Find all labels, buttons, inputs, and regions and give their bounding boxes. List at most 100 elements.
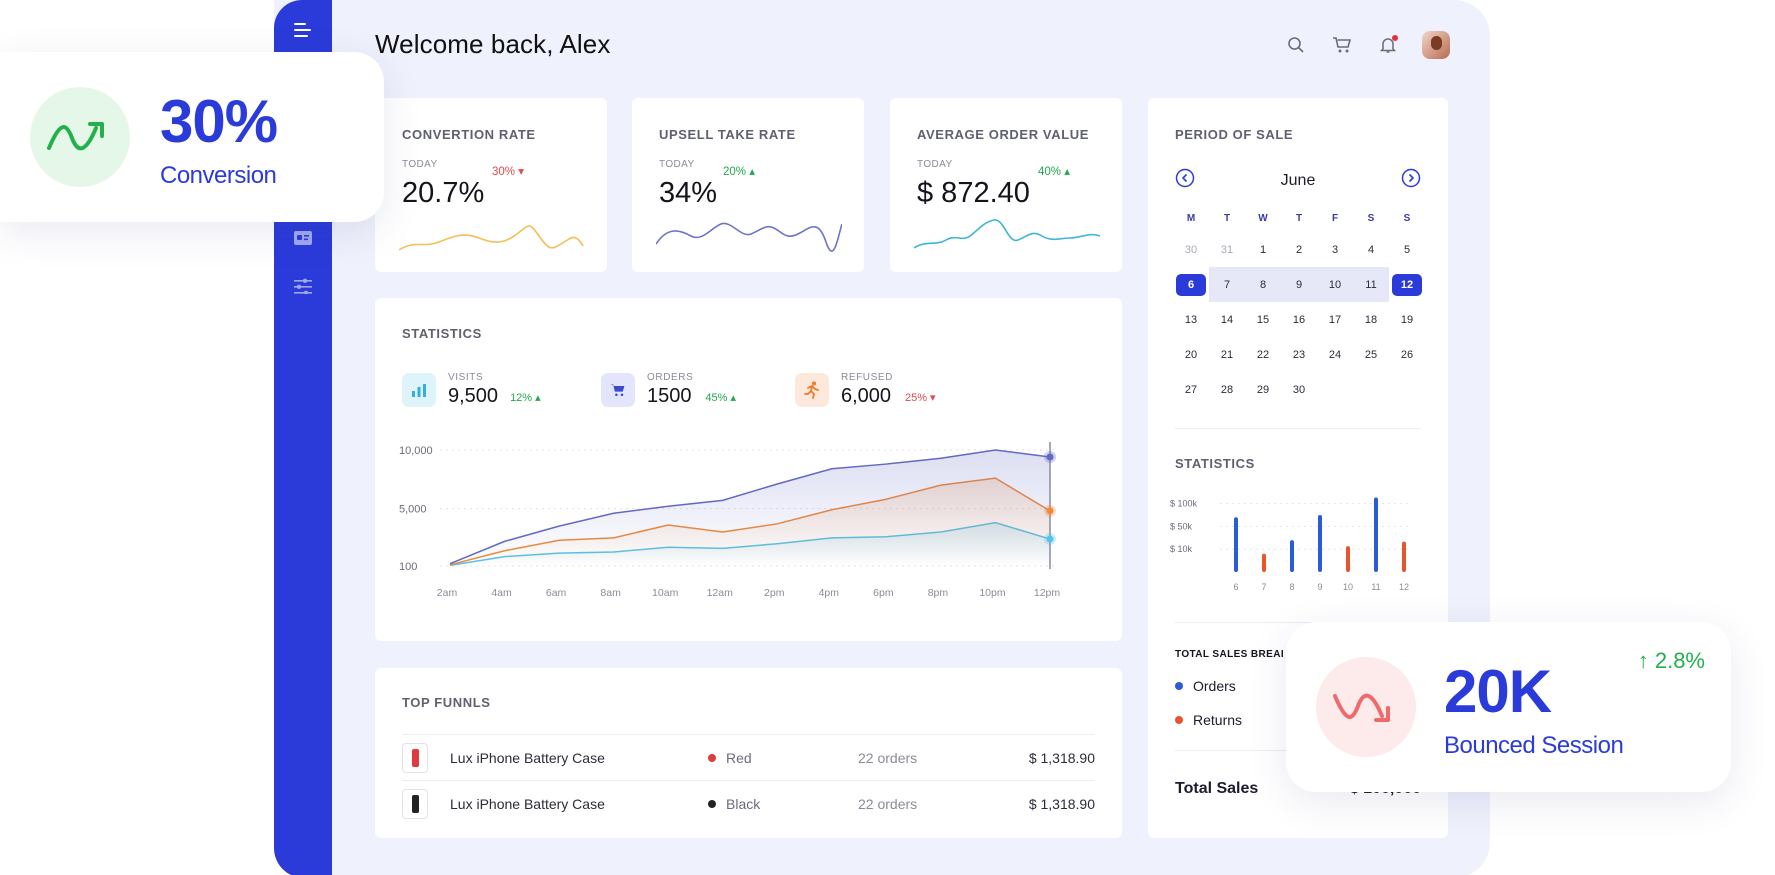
calendar-day[interactable]: 27 bbox=[1184, 383, 1198, 396]
bar bbox=[1346, 546, 1350, 572]
kpi-label: AVERAGE ORDER VALUE bbox=[917, 127, 1089, 142]
funnels-title: TOP FUNNLS bbox=[402, 695, 491, 710]
kpi-value: $ 872.40 bbox=[917, 177, 1030, 209]
sliders-icon[interactable] bbox=[291, 274, 315, 298]
kpi-sub: TODAY bbox=[659, 159, 695, 170]
conversion-label: Conversion bbox=[160, 162, 277, 189]
bounced-label: Bounced Session bbox=[1444, 732, 1624, 759]
calendar-day[interactable]: 13 bbox=[1184, 313, 1198, 326]
calendar-day[interactable]: 9 bbox=[1281, 267, 1317, 302]
product-name: Lux iPhone Battery Case bbox=[450, 795, 605, 812]
calendar-day[interactable]: 23 bbox=[1292, 348, 1306, 361]
stat-delta: 12% ▴ bbox=[510, 391, 541, 404]
calendar-day[interactable]: 10 bbox=[1317, 267, 1353, 302]
menu-icon[interactable] bbox=[291, 18, 315, 42]
x-tick-label: 4pm bbox=[819, 587, 840, 599]
calendar-day[interactable]: 28 bbox=[1220, 383, 1234, 396]
calendar-day[interactable]: 24 bbox=[1328, 348, 1342, 361]
y-tick-label: 5,000 bbox=[399, 504, 427, 516]
calendar-day[interactable]: 7 bbox=[1209, 267, 1245, 302]
calendar-day[interactable]: 19 bbox=[1400, 313, 1414, 326]
top-actions bbox=[1284, 31, 1450, 59]
calendar-day[interactable]: 5 bbox=[1403, 243, 1411, 256]
cart-icon bbox=[601, 373, 635, 407]
calendar-day[interactable]: 8 bbox=[1245, 267, 1281, 302]
calendar-day[interactable]: 20 bbox=[1184, 348, 1198, 361]
y-tick-label: $ 100k bbox=[1170, 499, 1198, 509]
weekday-label: S bbox=[1403, 212, 1411, 224]
calendar-day[interactable]: 6 bbox=[1173, 267, 1209, 302]
bar bbox=[1374, 497, 1378, 572]
weekday-label: T bbox=[1223, 212, 1231, 224]
id-card-icon[interactable] bbox=[291, 226, 315, 250]
chevron-left-icon[interactable] bbox=[1175, 168, 1195, 193]
series-area bbox=[450, 450, 1050, 566]
kpi-sub: TODAY bbox=[917, 159, 953, 170]
calendar-day[interactable]: 4 bbox=[1367, 243, 1375, 256]
calendar-day[interactable]: 14 bbox=[1220, 313, 1234, 326]
trend-up-icon bbox=[30, 87, 130, 187]
legend-dot bbox=[1175, 682, 1183, 690]
product-name: Lux iPhone Battery Case bbox=[450, 749, 605, 766]
calendar-day[interactable]: 30 bbox=[1184, 243, 1198, 256]
stat-value: 9,500 bbox=[448, 385, 499, 407]
calendar-day[interactable]: 21 bbox=[1220, 348, 1234, 361]
x-tick-label: 8am bbox=[600, 587, 621, 599]
calendar-day[interactable]: 26 bbox=[1400, 348, 1414, 361]
x-tick-label: 11 bbox=[1371, 582, 1380, 592]
stat-delta: 25% ▾ bbox=[904, 391, 936, 404]
calendar-day[interactable]: 29 bbox=[1256, 383, 1270, 396]
calendar-day[interactable]: 22 bbox=[1256, 348, 1270, 361]
product-price: $ 1,318.90 bbox=[1028, 749, 1095, 766]
legend-dot bbox=[1175, 716, 1183, 724]
stat-name: VISITS bbox=[448, 372, 484, 383]
y-tick-label: 10,000 bbox=[399, 445, 433, 457]
product-orders: 22 orders bbox=[858, 795, 918, 812]
product-orders: 22 orders bbox=[858, 749, 918, 766]
calendar-day[interactable]: 11 bbox=[1353, 267, 1389, 302]
calendar-day[interactable]: 3 bbox=[1331, 243, 1339, 256]
calendar-day[interactable]: 25 bbox=[1364, 348, 1378, 361]
x-tick-label: 9 bbox=[1317, 582, 1322, 592]
running-person-icon bbox=[795, 373, 829, 407]
product-thumbnail bbox=[402, 742, 428, 773]
legend-label: Returns bbox=[1193, 712, 1243, 728]
calendar-day[interactable]: 12 bbox=[1389, 267, 1425, 302]
statistics-area-chart: 10,000 5,000 100 2am 4am 6am 8am 10am 12am 2pm 4pm… bbox=[399, 442, 1060, 599]
battery-case-icon bbox=[411, 794, 419, 813]
x-tick-label: 8 bbox=[1289, 582, 1294, 592]
bell-icon[interactable] bbox=[1376, 33, 1400, 57]
calendar-day[interactable]: 31 bbox=[1220, 243, 1234, 256]
calendar-day[interactable]: 16 bbox=[1292, 313, 1306, 326]
product-thumbnail bbox=[402, 788, 428, 819]
stat-orders: ORDERS 1500 45% ▴ bbox=[601, 372, 736, 408]
x-tick-label: 6 bbox=[1233, 582, 1238, 592]
table-row[interactable]: Lux iPhone Battery Case Black 22 orders … bbox=[402, 780, 1095, 826]
trend-down-icon bbox=[1316, 657, 1416, 757]
calendar-day[interactable]: 18 bbox=[1364, 313, 1378, 326]
bar bbox=[1234, 517, 1238, 572]
calendar-day[interactable]: 17 bbox=[1328, 313, 1342, 326]
search-icon[interactable] bbox=[1284, 33, 1308, 57]
sales-breakdown-title: TOTAL SALES BREAI bbox=[1175, 649, 1285, 660]
avatar[interactable] bbox=[1422, 31, 1450, 59]
chevron-right-icon[interactable] bbox=[1401, 168, 1421, 193]
product-color: Black bbox=[726, 795, 761, 812]
total-sales-label: Total Sales bbox=[1175, 780, 1259, 797]
x-tick-label: 8pm bbox=[928, 587, 949, 599]
calendar-day[interactable]: 15 bbox=[1256, 313, 1270, 326]
table-row[interactable]: Lux iPhone Battery Case Red 22 orders $ … bbox=[402, 734, 1095, 780]
conversion-value: 30% bbox=[160, 88, 278, 155]
color-dot bbox=[708, 799, 716, 808]
calendar-day[interactable]: 2 bbox=[1295, 243, 1303, 256]
calendar-day[interactable]: 1 bbox=[1259, 243, 1267, 256]
kpi-label: UPSELL TAKE RATE bbox=[659, 127, 796, 142]
kpi-card-aov: AVERAGE ORDER VALUE TODAY 40% ▴ $ 872.40 bbox=[890, 98, 1122, 272]
bar bbox=[1402, 541, 1406, 572]
stat-refused: REFUSED 6,000 25% ▾ bbox=[795, 372, 936, 408]
legend-label: Orders bbox=[1193, 678, 1236, 694]
stat-name: ORDERS bbox=[647, 372, 694, 383]
calendar-day[interactable]: 30 bbox=[1292, 383, 1306, 396]
cart-icon[interactable] bbox=[1330, 33, 1354, 57]
x-tick-label: 2am bbox=[437, 587, 458, 599]
